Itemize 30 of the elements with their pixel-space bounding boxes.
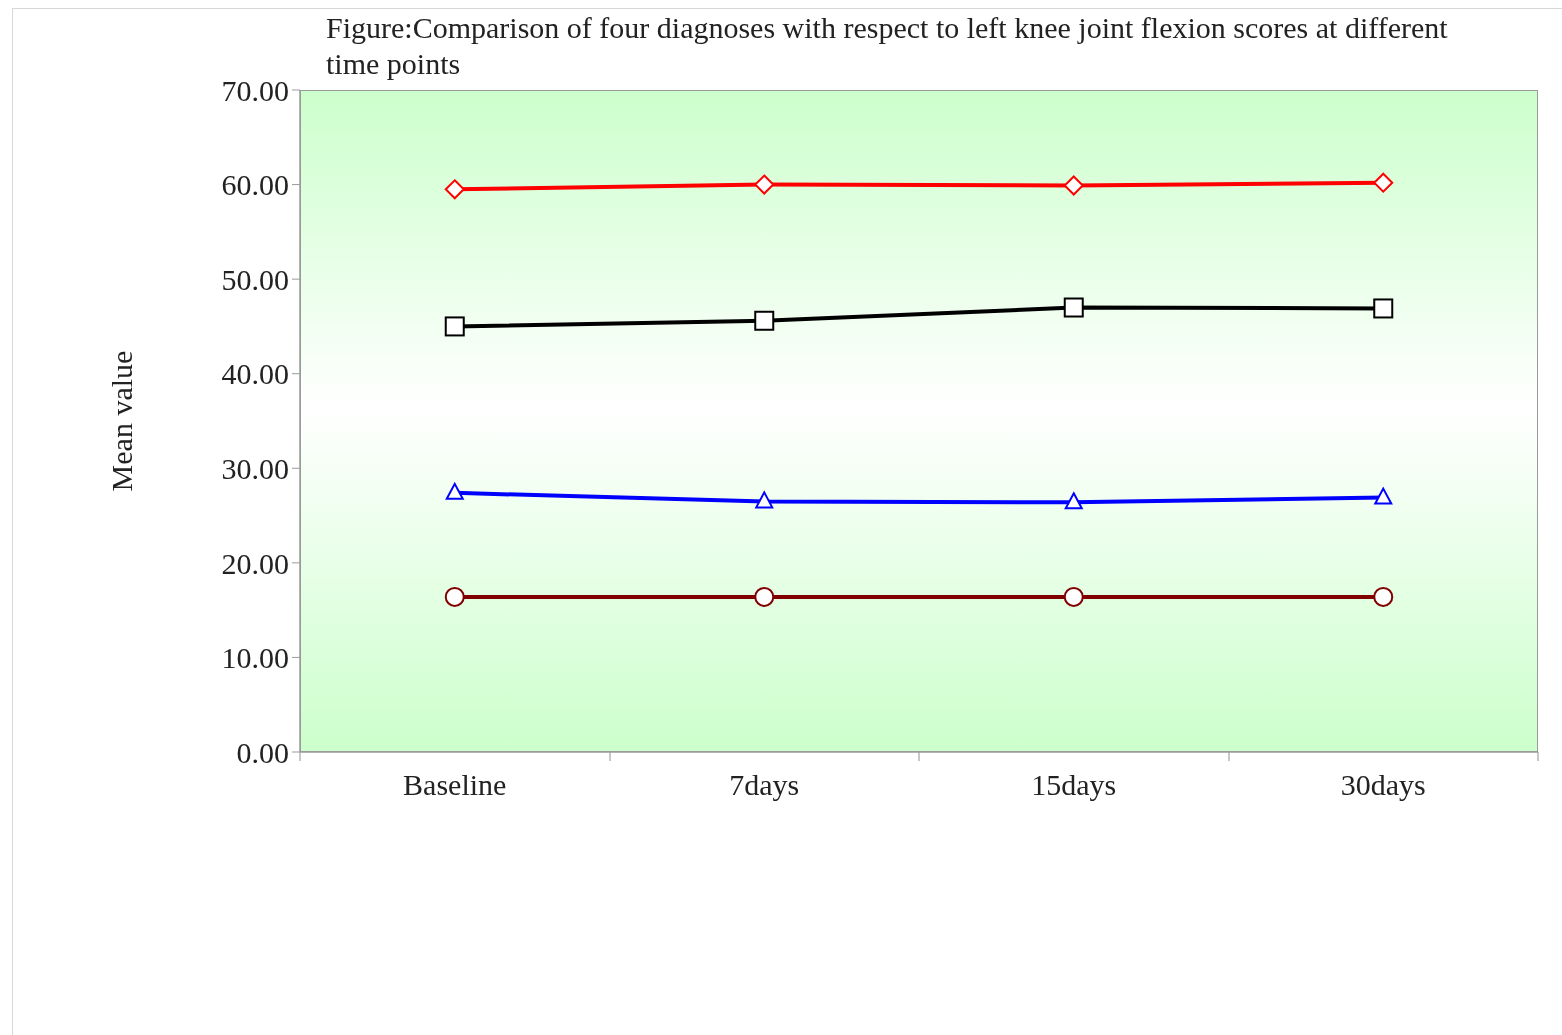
x-tick-label: 7days — [729, 768, 800, 802]
y-tick-label: 10.00 — [221, 641, 289, 675]
point — [754, 586, 775, 607]
point — [755, 491, 774, 509]
point — [444, 179, 465, 200]
y-tick-label: 60.00 — [221, 168, 289, 202]
x-tick-label: Baseline — [403, 768, 507, 802]
point — [445, 482, 464, 500]
point — [1064, 492, 1083, 510]
point — [444, 316, 465, 337]
y-tick-label: 40.00 — [221, 357, 289, 391]
chart-title: Figure:Comparison of four diagnoses with respect to left knee joint flexion scores at different time points — [326, 10, 1449, 82]
point — [1374, 487, 1393, 505]
point — [444, 586, 465, 607]
y-tick-label: 0.00 — [236, 735, 289, 769]
point — [1063, 586, 1084, 607]
y-axis-title: Mean value — [105, 350, 139, 492]
x-tick-label: 30days — [1340, 768, 1426, 802]
point — [1373, 586, 1394, 607]
point — [1063, 297, 1084, 318]
x-tick-label: 15days — [1031, 768, 1117, 802]
y-tick-label: 30.00 — [221, 451, 289, 485]
point — [1373, 172, 1394, 193]
point — [754, 310, 775, 331]
y-tick-label: 20.00 — [221, 546, 289, 580]
y-tick-label: 70.00 — [221, 73, 289, 107]
point — [1063, 175, 1084, 196]
point — [1373, 298, 1394, 319]
point — [754, 174, 775, 195]
y-tick-label: 50.00 — [221, 262, 289, 296]
